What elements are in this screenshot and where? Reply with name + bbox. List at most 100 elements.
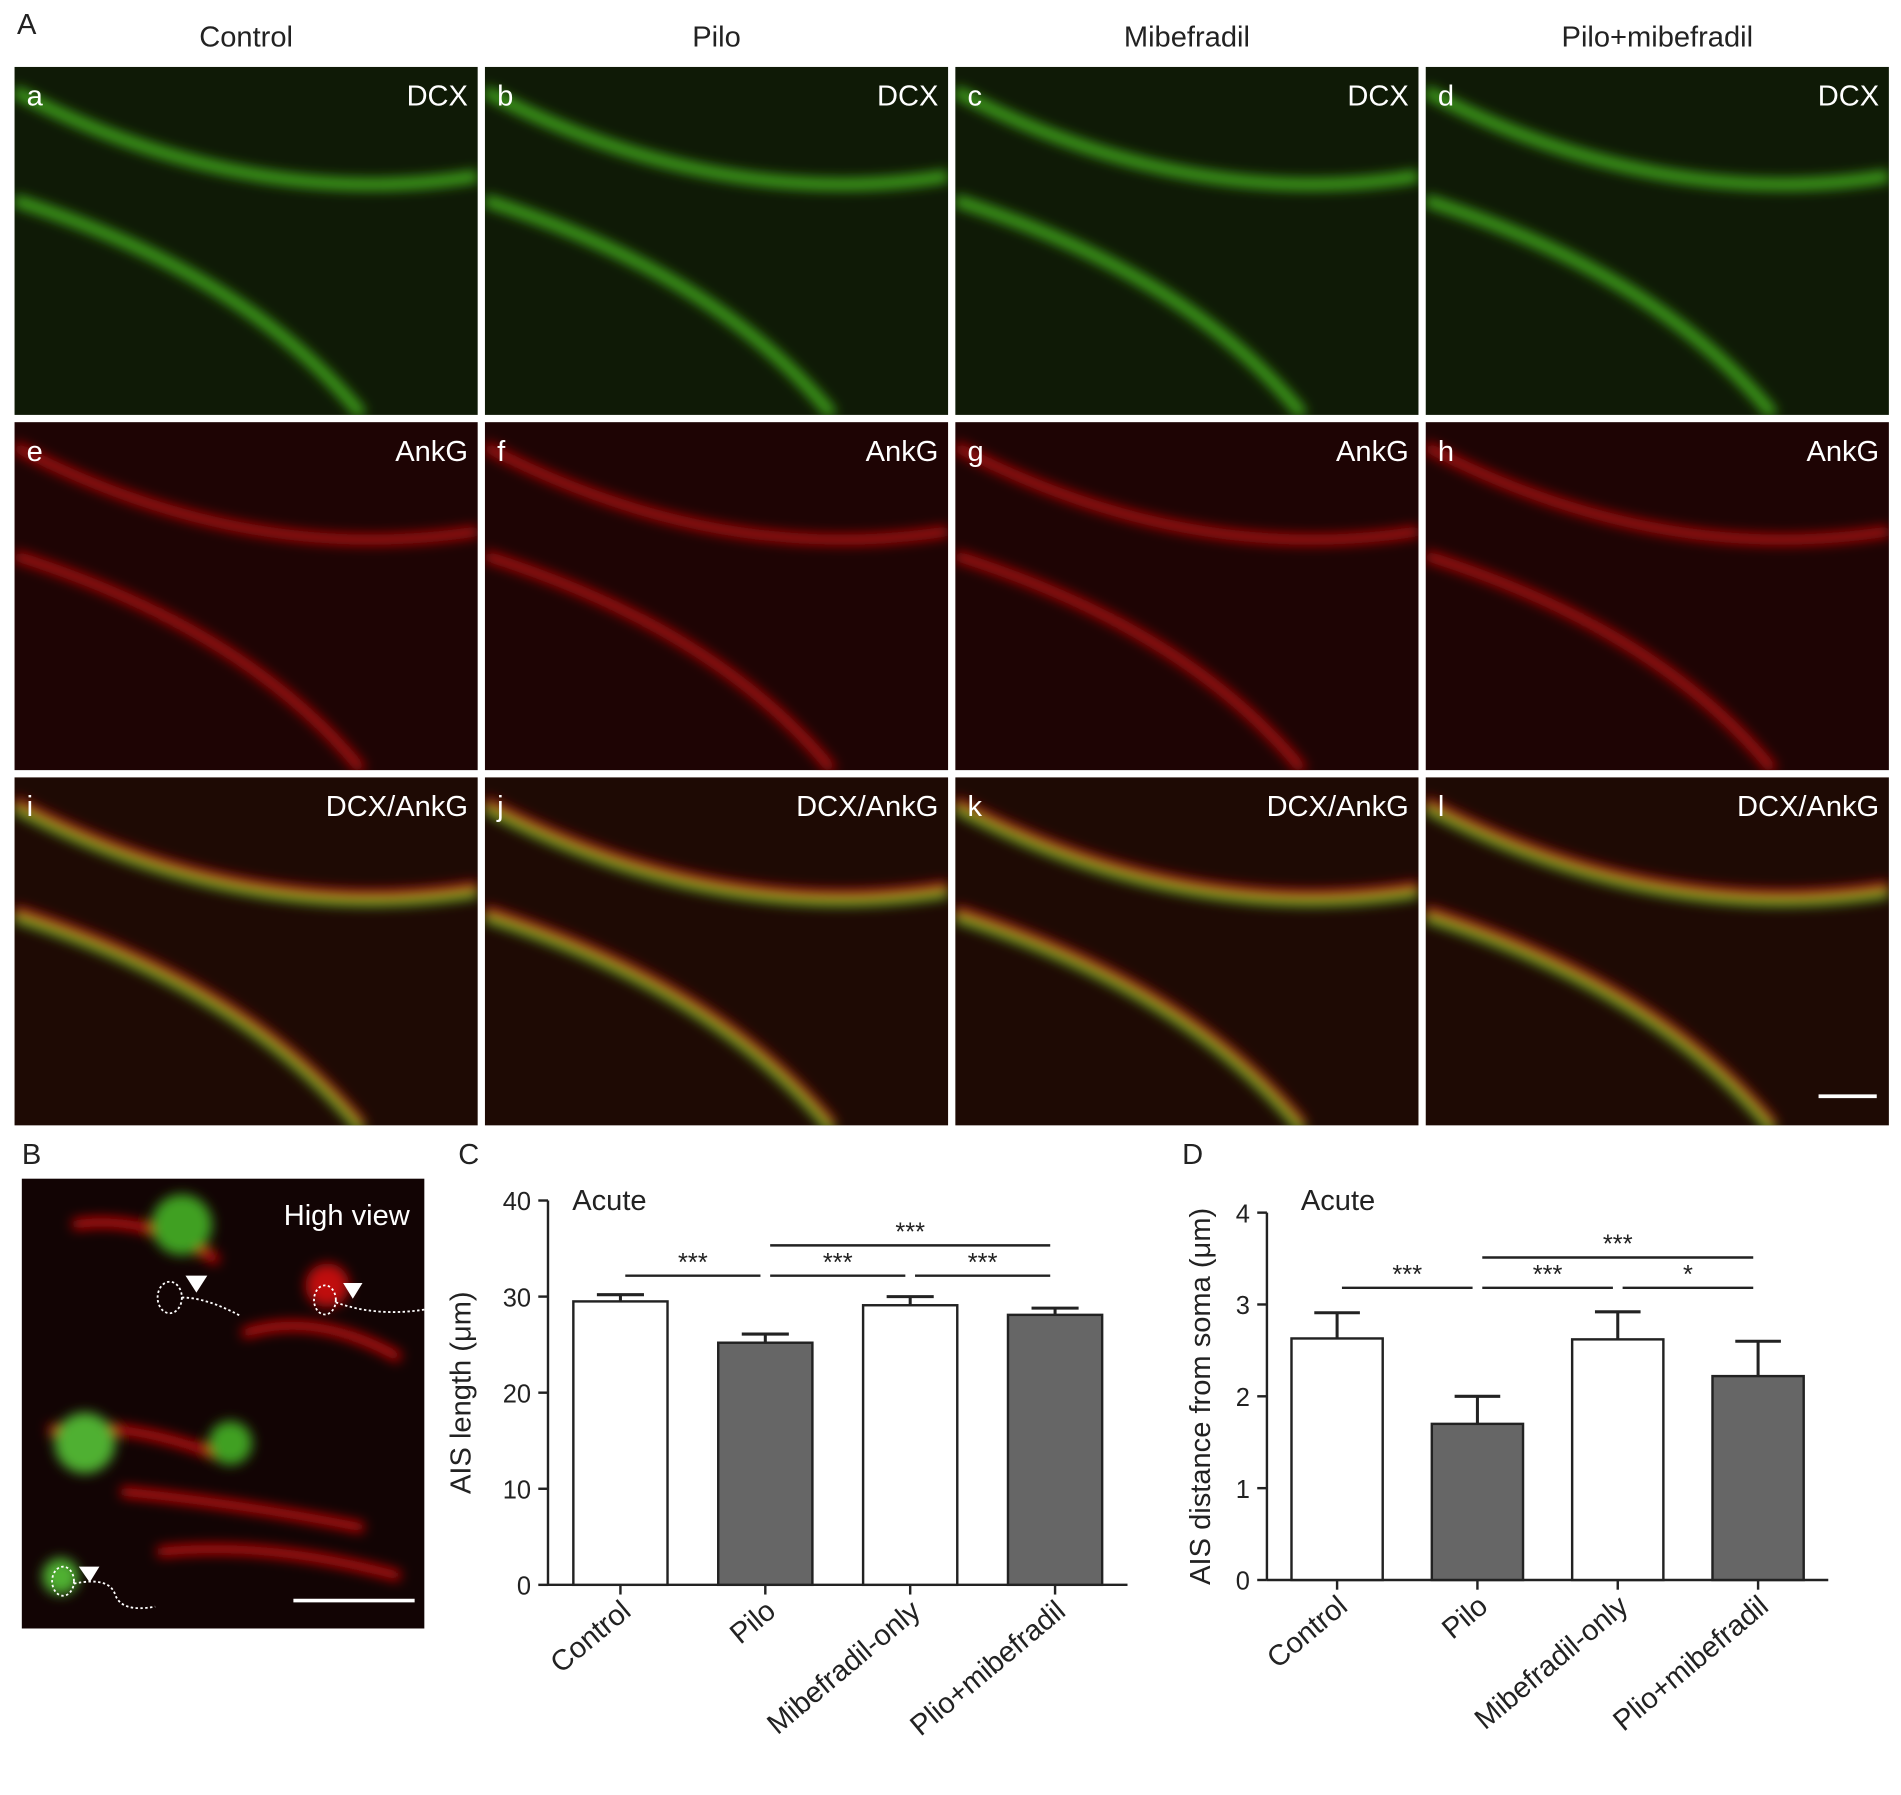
y-axis-label: AIS distance from soma (μm) [1185, 1208, 1217, 1585]
bar [1290, 1337, 1384, 1582]
image-band [14, 905, 367, 1126]
image-band [955, 905, 1307, 1126]
x-tick-label: Plio+mibefradil [904, 1595, 1071, 1743]
image-band [484, 86, 949, 190]
significance-label: *** [1603, 1231, 1633, 1259]
image-band [484, 905, 837, 1126]
column-title: Mibefradil [1124, 21, 1250, 53]
image-band [14, 914, 361, 1126]
image-band [484, 195, 837, 415]
column-title: Control [199, 21, 293, 53]
y-tick-label: 3 [1236, 1292, 1250, 1320]
stain-label: AnkG [1806, 436, 1879, 468]
stain-label: DCX [1347, 81, 1408, 113]
y-tick-label: 4 [1236, 1200, 1250, 1228]
y-tick-label: 2 [1236, 1384, 1250, 1412]
significance-label: *** [1392, 1261, 1422, 1289]
image-texture [1425, 86, 1889, 415]
panel-letter: b [497, 81, 513, 113]
y-tick-label: 20 [503, 1380, 531, 1408]
stain-label: AnkG [395, 436, 468, 468]
panel-letter: a [27, 81, 44, 113]
image-band [955, 441, 1419, 546]
bar [1570, 1338, 1665, 1582]
image-texture [14, 796, 478, 1126]
high-view-image: High view [21, 1178, 425, 1629]
stain-label: DCX [877, 81, 938, 113]
image-band [955, 805, 1419, 906]
image-texture [955, 796, 1419, 1126]
y-tick-label: 0 [517, 1573, 531, 1601]
panel-letter: k [967, 791, 982, 823]
panel-letter: j [496, 791, 503, 823]
bar [1711, 1374, 1805, 1582]
image-texture [955, 86, 1419, 415]
image-texture [1425, 796, 1889, 1126]
image-band [1425, 86, 1889, 190]
y-tick-label: 40 [503, 1188, 531, 1216]
significance-label: *** [1533, 1261, 1563, 1289]
image-band [1425, 550, 1778, 771]
panel-letter: h [1438, 436, 1454, 468]
x-tick-label: Plio+mibefradil [1607, 1590, 1774, 1738]
image-band [14, 805, 478, 906]
image-band [955, 796, 1419, 901]
panel-label: D [1182, 1139, 1203, 1171]
bar [1006, 1313, 1104, 1587]
panel-letter: g [967, 436, 983, 468]
image-band [484, 914, 831, 1126]
image-texture [484, 796, 949, 1126]
image-band [1425, 195, 1778, 415]
image-band [484, 796, 949, 901]
stain-label: DCX [1818, 81, 1879, 113]
significance-label: *** [968, 1249, 998, 1277]
image-band [484, 550, 837, 771]
image-band [955, 195, 1307, 415]
significance-label: *** [678, 1249, 708, 1277]
bar [572, 1300, 669, 1587]
stain-label: DCX/AnkG [1267, 791, 1409, 823]
panel-label: A [17, 9, 37, 41]
y-axis-label: AIS length (μm) [445, 1291, 477, 1494]
panel-letter: d [1438, 81, 1454, 113]
panel-letter: e [27, 436, 43, 468]
y-tick-label: 30 [503, 1284, 531, 1312]
significance-label: * [1683, 1261, 1693, 1289]
image-band [484, 805, 949, 906]
image-band [14, 441, 478, 546]
image-texture [42, 1194, 403, 1595]
image-texture [14, 86, 478, 415]
bar [861, 1304, 959, 1587]
bar-chart: Acute AIS distance from soma (μm) 0 1 2 3 4 Con… [1185, 1185, 1829, 1738]
image-texture [484, 86, 949, 415]
bar [1430, 1422, 1525, 1582]
panel-letter: l [1438, 791, 1444, 823]
image-band [1425, 905, 1778, 1126]
stain-label: AnkG [866, 436, 939, 468]
x-tick-label: Control [1261, 1590, 1353, 1675]
panel-label: B [22, 1139, 41, 1171]
y-tick-label: 0 [1236, 1568, 1250, 1596]
image-band [14, 550, 367, 771]
chart-title: Acute [572, 1185, 646, 1217]
stain-label: DCX/AnkG [1737, 791, 1879, 823]
image-band [1425, 805, 1889, 906]
bar [717, 1341, 814, 1587]
image-texture [1425, 441, 1889, 771]
image-band [1425, 914, 1772, 1126]
image-band [1425, 441, 1889, 546]
y-tick-label: 1 [1236, 1476, 1250, 1504]
panel-label: C [458, 1139, 479, 1171]
image-label: High view [284, 1200, 411, 1232]
column-title: Pilo [692, 21, 741, 53]
image-band [955, 86, 1419, 190]
chart-title: Acute [1301, 1185, 1375, 1217]
image-texture [484, 441, 949, 771]
stain-label: DCX [407, 81, 468, 113]
stain-label: AnkG [1336, 436, 1409, 468]
bar-chart: Acute AIS length (μm) 0 10 20 30 40 Control Pilo… [445, 1185, 1128, 1743]
image-band [14, 195, 367, 415]
x-tick-label: Control [545, 1595, 637, 1680]
